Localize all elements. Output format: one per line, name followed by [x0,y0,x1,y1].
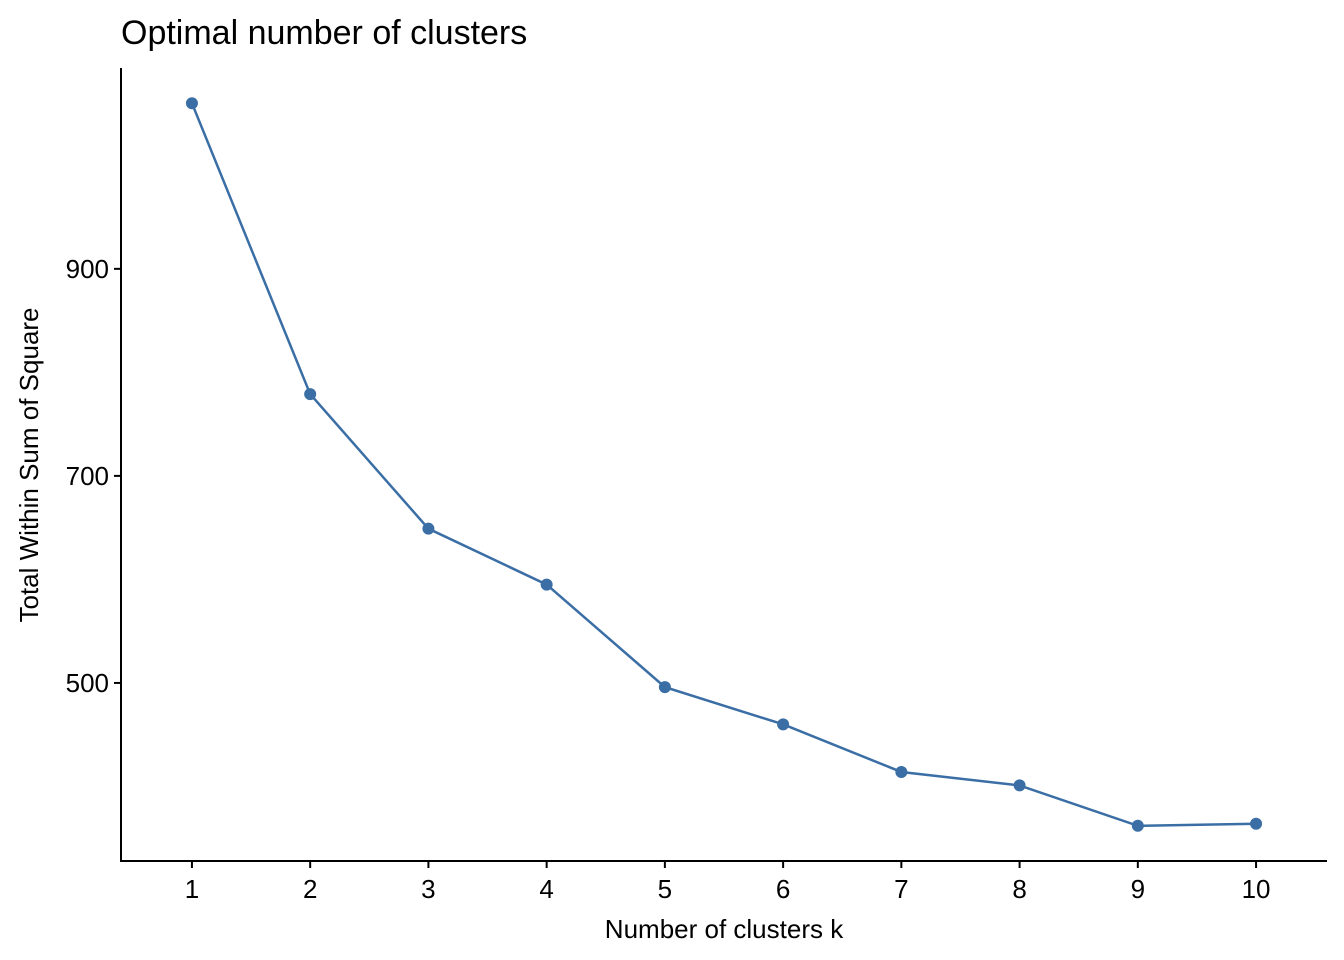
point [1131,819,1144,832]
point [1250,817,1263,830]
x-tick-label: 4 [539,874,553,904]
y-tick-label: 700 [66,461,109,491]
point [895,765,908,778]
point [658,681,671,694]
x-tick-label: 8 [1012,874,1026,904]
y-axis-title: Total Within Sum of Square [14,307,44,622]
point [540,578,553,591]
point [185,97,198,110]
x-tick-label: 10 [1242,874,1271,904]
y-tick-label: 500 [66,668,109,698]
point [422,522,435,535]
point [777,718,790,731]
x-tick-label: 5 [658,874,672,904]
x-tick-label: 2 [303,874,317,904]
x-tick-label: 6 [776,874,790,904]
x-axis-title: Number of clusters k [605,914,844,944]
y-tick-label: 900 [66,254,109,284]
x-tick-label: 9 [1131,874,1145,904]
x-tick-label: 7 [894,874,908,904]
x-tick-label: 3 [421,874,435,904]
chart-title: Optimal number of clusters [121,14,527,52]
x-tick-label: 1 [185,874,199,904]
point [1013,779,1026,792]
point [304,388,317,401]
series-line [190,102,1257,828]
